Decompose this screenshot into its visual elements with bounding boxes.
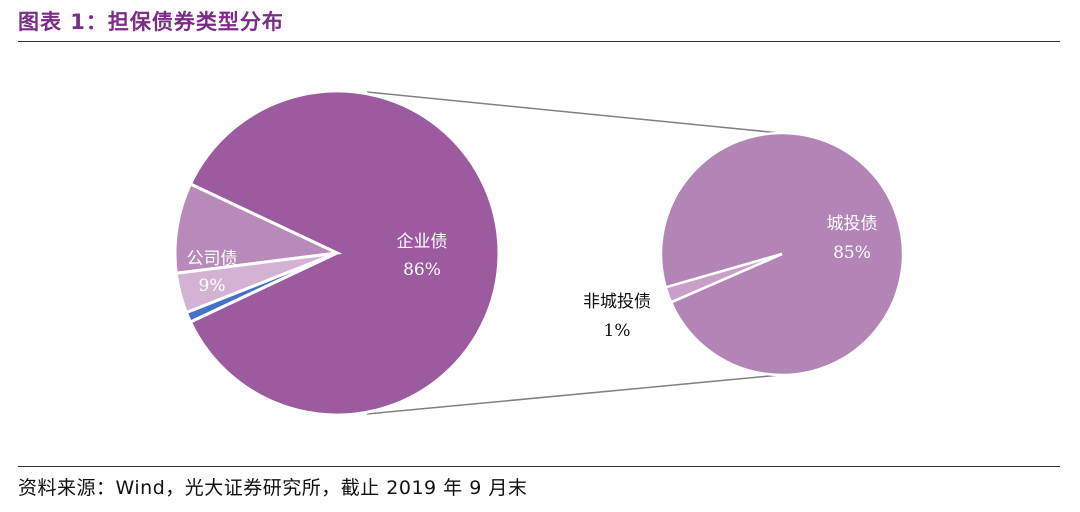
main-pie <box>173 89 501 417</box>
connector-line-bottom <box>366 374 781 415</box>
label-secondary-slice-1-name: 城投债 <box>827 214 878 234</box>
source-divider <box>18 466 1060 467</box>
connector-lines <box>366 91 781 415</box>
data-labels: 企业债 86% 公司债 9% 城投债 85% 非城投债 1% <box>187 214 878 341</box>
label-secondary-slice-2-name: 非城投债 <box>583 292 651 312</box>
source-note: 资料来源：Wind，光大证券研究所，截止 2019 年 9 月末 <box>18 477 528 499</box>
secondary-pie <box>659 131 905 377</box>
secondary-pie-slice-2 <box>664 252 783 304</box>
main-pie-slice-1 <box>188 89 501 417</box>
main-pie-slice-2 <box>173 182 343 275</box>
label-main-slice-2-value: 9% <box>199 276 226 296</box>
label-main-slice-1-name: 企业债 <box>397 232 448 252</box>
connector-line-top <box>366 91 781 134</box>
label-main-slice-2-name: 公司债 <box>187 249 238 269</box>
label-secondary-slice-2-value: 1% <box>604 321 631 341</box>
main-pie-slice-4 <box>184 251 338 324</box>
title-divider <box>18 41 1060 42</box>
chart-title: 图表 1：担保债券类型分布 <box>18 10 284 34</box>
label-secondary-slice-1-value: 85% <box>833 243 871 263</box>
label-main-slice-1-value: 86% <box>403 260 441 280</box>
